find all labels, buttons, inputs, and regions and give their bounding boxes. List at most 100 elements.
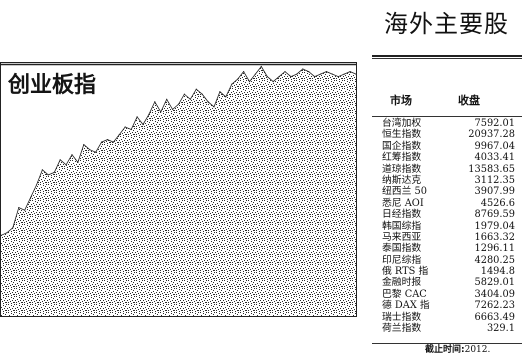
market-name: 纽西兰 50: [382, 186, 427, 198]
data-point: [225, 96, 227, 98]
data-point: [12, 227, 14, 229]
data-point: [95, 151, 97, 153]
data-point: [106, 139, 109, 141]
data-point: [213, 106, 215, 108]
data-point: [83, 144, 85, 146]
data-point: [154, 101, 156, 103]
table-row: 日经指数 8769.59: [372, 209, 522, 220]
data-point: [284, 71, 286, 73]
table-row: 荷兰指数 329.1: [372, 323, 522, 334]
close-value: 3404.09: [474, 288, 515, 300]
data-point: [136, 116, 138, 118]
table-row: 台湾加权 7592.01: [372, 118, 522, 129]
data-point: [207, 101, 209, 103]
data-point: [314, 76, 316, 78]
market-name: 日经指数: [382, 209, 422, 221]
column-header-market: 市场: [390, 94, 412, 107]
data-point: [172, 108, 174, 110]
data-point: [177, 103, 180, 105]
data-point: [355, 73, 357, 75]
market-name: 台湾加权: [382, 118, 422, 129]
data-point: [331, 73, 333, 75]
table-row: 俄 RTS 指 1494.8: [372, 266, 522, 277]
data-point: [77, 161, 79, 163]
market-table-title: 海外主要股: [384, 10, 509, 38]
market-name: 马来西亚: [382, 231, 422, 243]
data-point: [349, 71, 351, 73]
data-point: [248, 81, 251, 83]
data-point: [308, 71, 310, 73]
chart-panel: 创业板指: [0, 62, 357, 317]
market-name: 恒生指数: [382, 129, 422, 141]
data-point: [30, 197, 32, 199]
market-name: 瑞士指数: [382, 311, 422, 323]
table-row: 金融时报 5829.01: [372, 277, 522, 288]
data-point: [59, 159, 61, 161]
table-row: 恒生指数 20937.28: [372, 129, 522, 140]
table-row: 印尼综指 4280.25: [372, 255, 522, 266]
data-point: [272, 81, 274, 83]
close-value: 20937.28: [468, 129, 515, 141]
data-point: [124, 126, 126, 128]
close-value: 1663.32: [474, 231, 515, 243]
market-name: 俄 RTS 指: [382, 266, 429, 278]
data-point: [71, 154, 73, 156]
table-row: 巴黎 CAC 3404.09: [372, 289, 522, 300]
data-point: [290, 76, 292, 78]
market-name: 印尼综指: [382, 254, 422, 266]
close-value: 3907.99: [474, 186, 515, 198]
data-point: [278, 76, 280, 78]
table-row: 德 DAX 指 7262.23: [372, 300, 522, 311]
table-row: 悉尼 AOI 4526.6: [372, 198, 522, 209]
data-point: [243, 71, 245, 73]
area-fill: [1, 66, 356, 316]
data-point: [89, 149, 91, 151]
chart-title: 创业板指: [8, 73, 97, 98]
table-row: 瑞士指数 6663.49: [372, 312, 522, 323]
data-point: [325, 71, 327, 73]
close-value: 4033.41: [474, 152, 515, 164]
data-point: [118, 134, 120, 136]
close-value: 9967.04: [474, 140, 515, 152]
market-name: 巴黎 CAC: [382, 288, 427, 300]
data-point: [6, 232, 8, 234]
close-value: 5829.01: [474, 277, 515, 289]
data-point: [47, 174, 49, 176]
table-top-rule-inner: [372, 58, 522, 59]
data-point: [160, 111, 162, 113]
data-point: [101, 141, 103, 143]
market-name: 金融时报: [382, 277, 422, 289]
data-point: [142, 123, 144, 126]
data-point: [266, 76, 268, 78]
close-value: 13583.65: [468, 163, 515, 175]
data-point: [35, 184, 38, 186]
market-rows: 台湾加权 7592.01 恒生指数 20937.28 国企指数 9967.04 红筹指数 40…: [372, 118, 522, 334]
close-value: 4526.6: [480, 197, 515, 209]
close-value: 3112.35: [474, 174, 515, 186]
data-point: [130, 128, 132, 131]
close-value: 6663.49: [474, 311, 515, 323]
data-point: [112, 141, 114, 143]
data-point: [219, 91, 221, 93]
data-point: [1, 234, 2, 236]
table-row: 红筹指数 4033.41: [372, 152, 522, 163]
close-value: 7262.23: [474, 300, 515, 312]
data-point: [148, 113, 150, 115]
market-name: 荷兰指数: [382, 323, 422, 335]
table-row: 泰国指数 1296.11: [372, 243, 522, 254]
footer-value: 2012.: [464, 345, 491, 355]
market-name: 道琼指数: [382, 163, 422, 175]
data-point: [41, 169, 44, 171]
data-point: [260, 65, 262, 68]
close-value: 329.1: [486, 323, 515, 335]
market-name: 韩国综指: [382, 220, 422, 232]
data-point: [337, 76, 339, 78]
market-name: 德 DAX 指: [382, 300, 430, 312]
market-name: 国企指数: [382, 140, 422, 152]
data-point: [18, 207, 20, 209]
area-chart: [0, 62, 357, 317]
data-point: [195, 88, 197, 90]
header-rule: [372, 116, 522, 117]
table-footer: 截止时间:2012.: [372, 344, 522, 356]
data-point: [254, 73, 256, 75]
